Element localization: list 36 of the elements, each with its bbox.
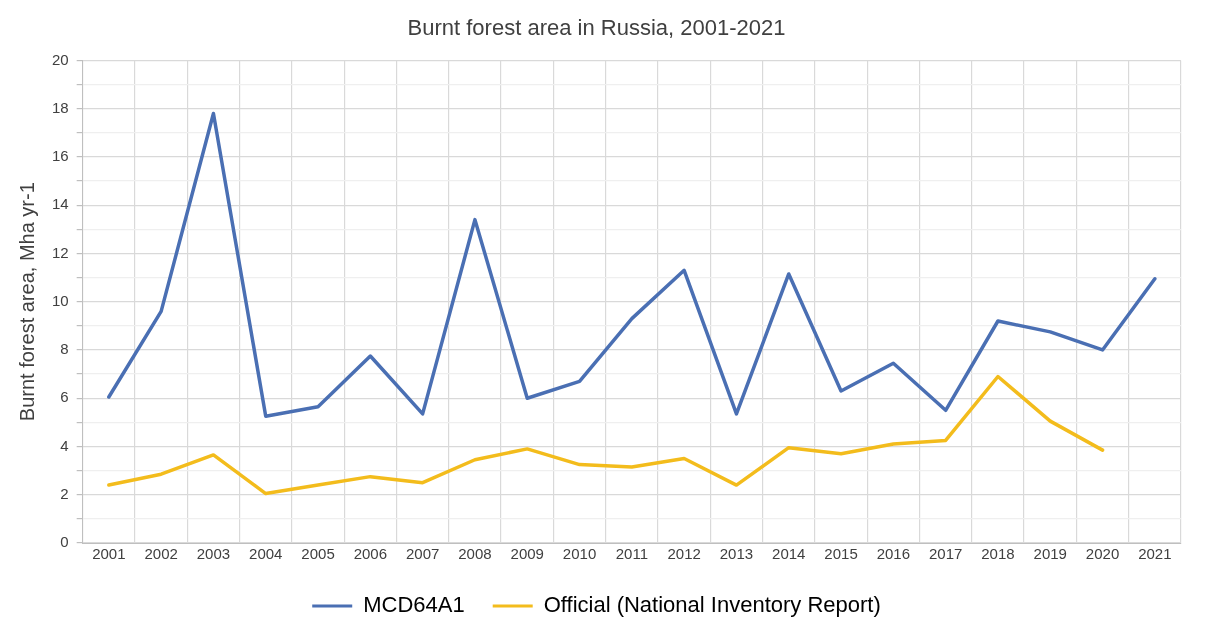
x-tick-label: 2021 <box>1138 545 1172 563</box>
x-tick-label: 2017 <box>928 545 963 563</box>
y-tick-label: 20 <box>52 50 69 68</box>
x-tick-label: 2010 <box>562 545 597 563</box>
y-tick-label: 8 <box>60 340 69 358</box>
legend-label: Official (National Inventory Report) <box>543 592 881 618</box>
y-tick-label: 6 <box>60 388 69 406</box>
x-tick-label: 2007 <box>405 545 440 563</box>
x-tick-label: 2009 <box>510 545 544 563</box>
legend-label: MCD64A1 <box>363 592 465 618</box>
y-tick-label: 4 <box>60 436 69 454</box>
x-tick-label: 2019 <box>1033 545 1067 563</box>
x-tick-label: 2018 <box>981 545 1015 563</box>
x-tick-label: 2003 <box>196 545 231 563</box>
x-tick-label: 2011 <box>615 545 648 563</box>
y-tick-label: 16 <box>52 147 69 165</box>
x-tick-label: 2015 <box>824 545 858 563</box>
x-tick-label: 2014 <box>772 545 806 563</box>
x-tick-label: 2001 <box>92 545 126 563</box>
x-tick-label: 2004 <box>249 545 283 563</box>
x-tick-label: 2012 <box>667 545 701 563</box>
chart-title: Burnt forest area in Russia, 2001-2021 <box>407 15 786 41</box>
y-tick-label: 2 <box>60 484 69 502</box>
y-tick-label: 0 <box>60 533 69 551</box>
y-tick-label: 14 <box>52 195 69 213</box>
x-tick-label: 2002 <box>144 545 178 563</box>
x-tick-label: 2020 <box>1085 545 1120 563</box>
y-tick-label: 10 <box>52 291 69 309</box>
x-tick-label: 2013 <box>719 545 754 563</box>
x-tick-label: 2016 <box>876 545 911 563</box>
y-axis-title: Burnt forest area, Mha yr-1 <box>15 182 38 422</box>
x-tick-label: 2005 <box>301 545 335 563</box>
x-tick-label: 2006 <box>353 545 388 563</box>
y-tick-label: 18 <box>52 98 69 116</box>
y-tick-label: 12 <box>52 243 69 261</box>
x-tick-label: 2008 <box>458 545 492 563</box>
